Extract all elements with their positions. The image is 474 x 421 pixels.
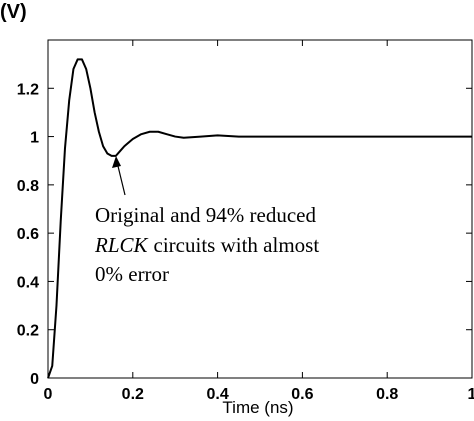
y-tick-label: 0.2 [17, 323, 39, 340]
arrow-shaft [116, 161, 126, 196]
x-tick-label: 1 [468, 386, 474, 403]
y-tick-label: 0.6 [17, 226, 39, 243]
x-tick-label: 0.4 [206, 386, 228, 403]
y-tick-label: 1 [30, 130, 39, 147]
y-tick-label: 0.4 [17, 274, 39, 291]
annotation-text: circuits with almost [154, 233, 320, 257]
y-tick-label: 0 [30, 371, 39, 388]
annotation: Original and 94% reduced RLCK circuits wi… [94, 156, 319, 286]
x-tick-label: 0.2 [122, 386, 144, 403]
x-tick-label: 0.8 [376, 386, 398, 403]
annotation-italic: RLCK [94, 233, 149, 257]
x-axis-label: Time (ns) [222, 398, 293, 417]
plot-frame [47, 39, 473, 379]
x-tick-label: 0.6 [291, 386, 313, 403]
annotation-line: 0% error [95, 262, 169, 286]
annotation-line: Original and 94% reduced [95, 203, 317, 227]
annotation-line: RLCK circuits with almost [94, 233, 319, 257]
y-axis-label: (V) [0, 1, 27, 23]
y-tick-label: 0.8 [17, 178, 39, 195]
line-series [47, 58, 472, 379]
x-tick-label: 0 [44, 386, 53, 403]
y-tick-label: 1.2 [17, 81, 39, 98]
arrow-head [112, 156, 121, 168]
